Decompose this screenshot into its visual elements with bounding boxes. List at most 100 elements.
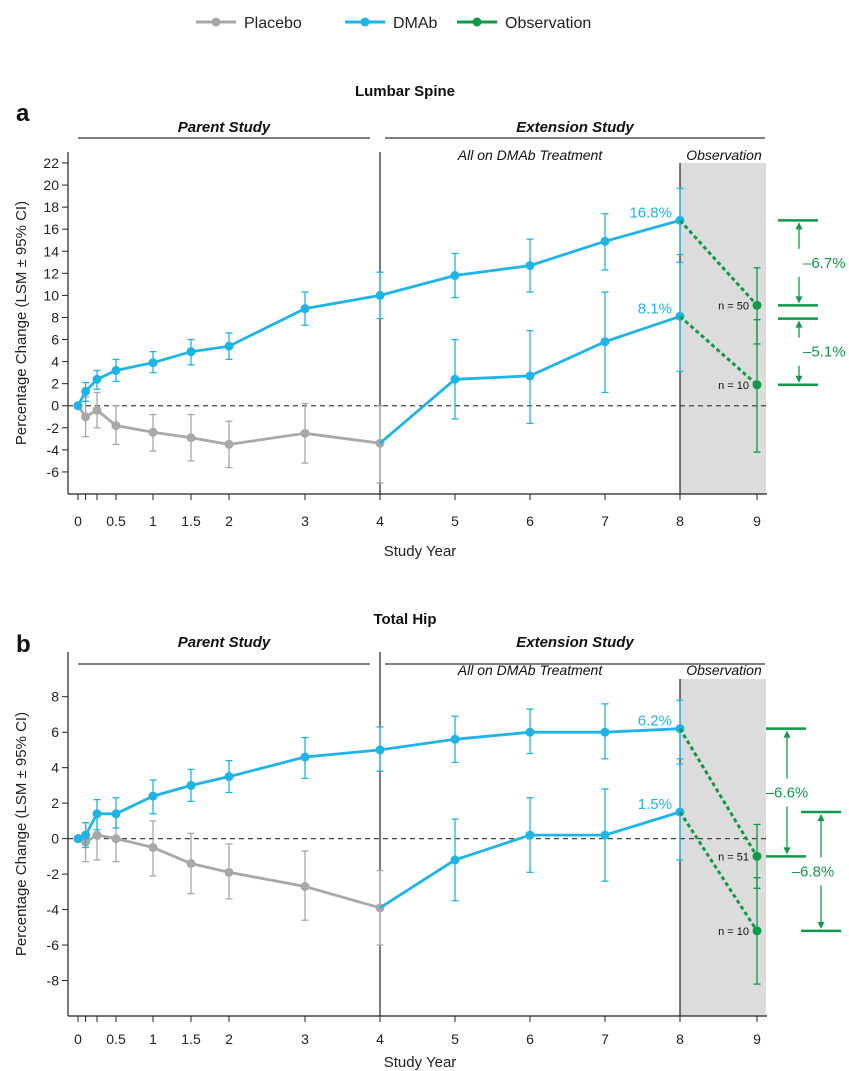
observation-line (678, 811, 759, 932)
y-tick-label: -8 (47, 973, 60, 989)
y-tick-label: 20 (43, 177, 59, 193)
observation-period-label: Observation (686, 147, 762, 163)
dmab-point (148, 358, 158, 368)
panel-lumbar-spine: Lumbar Spine a Parent Study Extension Study… (13, 83, 846, 560)
x-tick-label: 0 (74, 1031, 82, 1047)
x-tick-label: 1 (149, 513, 157, 529)
y-tick-label: -2 (47, 420, 60, 436)
legend-marker (472, 17, 482, 27)
y-axis-title: Percentage Change (LSM ± 95% CI) (13, 201, 30, 445)
observation-line (678, 727, 759, 858)
panel-title: Lumbar Spine (355, 83, 455, 100)
dmab-point (450, 374, 460, 384)
dmab-point (186, 347, 196, 357)
dmab-point (375, 745, 385, 755)
y-tick-label: 4 (51, 354, 59, 370)
dmab-point (224, 772, 234, 782)
sample-size-label: n = 50 (718, 300, 749, 312)
panel-title: Total Hip (373, 611, 436, 628)
placebo-point (300, 428, 310, 438)
x-tick-label: 2 (225, 1031, 233, 1047)
parent-study-label: Parent Study (178, 634, 271, 651)
x-axis-title: Study Year (384, 1054, 457, 1071)
end-value-label: 6.2% (638, 713, 672, 730)
observation-point (752, 380, 762, 390)
sample-size-label: n = 10 (718, 380, 749, 392)
dmab-point (450, 855, 460, 865)
y-tick-label: 10 (43, 287, 59, 303)
end-value-label: 8.1% (638, 300, 672, 317)
dmab-point (375, 290, 385, 300)
legend-label: Placebo (244, 15, 302, 32)
dmab-point (600, 337, 610, 347)
placebo-point (186, 433, 196, 443)
x-tick-label: 9 (753, 1031, 761, 1047)
difference-label: –5.1% (803, 344, 846, 361)
x-tick-label: 8 (676, 513, 684, 529)
observation-point (752, 926, 762, 936)
difference-arrowhead (783, 730, 791, 738)
y-tick-label: -6 (47, 464, 60, 480)
dmab-point (300, 752, 310, 762)
x-tick-label: 6 (526, 1031, 534, 1047)
x-tick-label: 1 (149, 1031, 157, 1047)
y-tick-label: 2 (51, 795, 59, 811)
legend-label: DMAb (393, 15, 438, 32)
legend-marker (211, 17, 221, 27)
dmab-point (525, 261, 535, 271)
sample-size-label: n = 51 (718, 851, 749, 863)
y-tick-label: 2 (51, 376, 59, 392)
dmab-line (77, 727, 681, 840)
observation-point (752, 300, 762, 310)
dmab-point (81, 386, 91, 396)
dmab-point (600, 727, 610, 737)
end-value-label: 1.5% (638, 796, 672, 813)
difference-arrowhead (817, 921, 825, 929)
placebo-point (81, 412, 91, 422)
y-tick-label: -6 (47, 937, 60, 953)
y-tick-label: 0 (51, 398, 59, 414)
x-tick-label: 6 (526, 513, 534, 529)
x-tick-label: 5 (451, 1031, 459, 1047)
dmab-point (92, 374, 102, 384)
difference-label: –6.8% (792, 863, 835, 880)
dmab-point (186, 780, 196, 790)
placebo-point (92, 830, 102, 840)
x-tick-label: 3 (301, 1031, 309, 1047)
difference-arrowhead (783, 847, 791, 855)
placebo-point (148, 843, 158, 852)
all-on-dmab-label: All on DMAb Treatment (457, 662, 604, 678)
dmab-line (76, 219, 681, 407)
y-tick-label: -2 (47, 866, 60, 882)
placebo-point (92, 405, 102, 415)
x-tick-label: 7 (601, 513, 609, 529)
panel-letter: b (16, 631, 31, 658)
legend-marker (360, 17, 370, 27)
observation-line (678, 219, 759, 307)
dmab-point (450, 271, 460, 281)
dmab-point (92, 809, 102, 819)
extension-study-label: Extension Study (516, 119, 634, 136)
difference-arrowhead (817, 814, 825, 822)
y-tick-label: 18 (43, 199, 59, 215)
dmab-point (525, 371, 535, 381)
difference-label: –6.7% (803, 255, 846, 272)
y-tick-label: 14 (43, 243, 59, 259)
x-tick-label: 5 (451, 513, 459, 529)
observation-point (752, 851, 762, 861)
sample-size-label: n = 10 (718, 926, 749, 938)
x-tick-label: 0.5 (106, 1031, 126, 1047)
x-tick-label: 8 (676, 1031, 684, 1047)
y-tick-label: 8 (51, 309, 59, 325)
dmab-point (675, 215, 685, 225)
x-tick-label: 3 (301, 513, 309, 529)
observation-region (680, 679, 766, 1016)
all-on-dmab-label: All on DMAb Treatment (457, 147, 604, 163)
difference-arrowhead (795, 222, 803, 230)
y-tick-label: 16 (43, 221, 59, 237)
x-tick-label: 1.5 (181, 513, 201, 529)
difference-label: –6.6% (766, 785, 809, 802)
placebo-point (300, 882, 310, 892)
placebo-point (111, 421, 121, 431)
